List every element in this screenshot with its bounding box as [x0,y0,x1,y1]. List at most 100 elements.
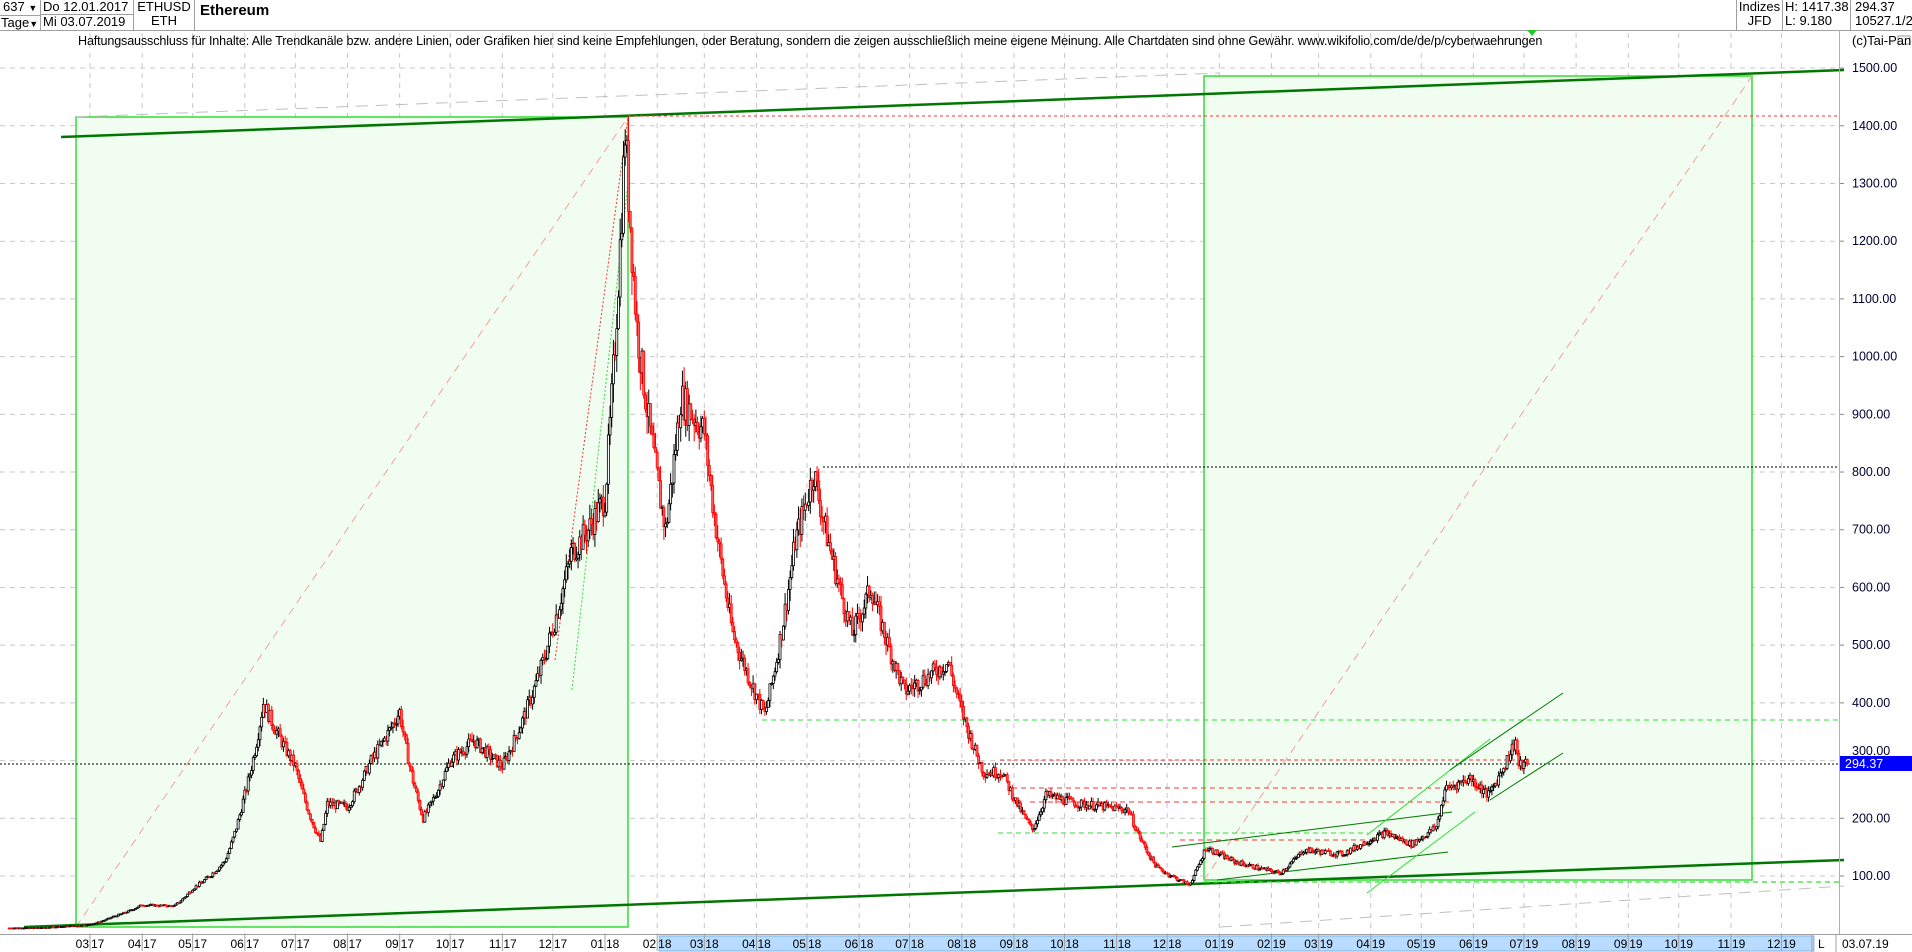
candle-body [994,767,997,778]
candle [716,525,720,552]
candle-body [426,804,430,813]
candle-body [709,475,713,486]
candle-body [1328,850,1332,856]
candle-body [850,616,854,636]
misc-value: 10527.1/2 [1855,13,1912,28]
candle [913,674,917,697]
candle-body [1167,872,1171,877]
candle [1201,856,1204,864]
candle [559,593,563,616]
y-tick-label: 1200.00 [1852,234,1897,248]
candle-body [352,790,356,803]
candle-body [1525,759,1529,765]
candle [553,628,556,637]
candle [1132,810,1135,829]
candle-body [1303,851,1307,854]
candle-body [282,741,285,748]
date-to[interactable]: Mi 03.07.2019 [41,14,133,29]
candle [514,734,518,742]
candle [1276,869,1280,874]
candle-body [1061,796,1065,804]
candle [632,263,636,282]
candle [1509,749,1512,764]
candle-body [1290,861,1294,865]
x-tick-label: 07 [895,937,909,951]
candle-body [718,541,721,545]
candle [435,792,439,799]
candle [492,754,496,759]
candle [852,629,856,643]
candle [229,839,233,850]
candle-body [224,858,228,863]
candle [667,499,671,524]
candle [1273,870,1277,875]
candle [241,795,245,813]
candle [706,432,710,482]
candle-body [1088,805,1092,810]
candle [233,830,237,839]
candle [352,788,356,805]
candle-body [192,888,196,891]
candle [781,625,785,641]
candle [1441,796,1445,808]
period-dropdown[interactable]: Tage▼ [0,15,40,31]
candle [820,505,824,533]
candle [840,577,844,600]
x-tick-label: 18 [658,937,672,951]
candle [761,699,765,710]
candle [746,662,750,686]
candle [410,765,413,773]
candle [1426,831,1430,839]
bar-count-dropdown[interactable]: 637 ▼ [0,0,40,15]
candle-body [223,861,227,864]
candle [428,801,432,809]
candle-body [302,788,306,795]
candle-body [134,908,137,911]
candle-body [480,747,484,753]
candle-body [1031,824,1034,831]
candle-body [517,732,521,740]
candle-body [405,734,408,744]
date-from[interactable]: Do 12.01.2017 [43,0,129,14]
candle [1328,849,1332,856]
candle [670,482,674,498]
candle [487,743,491,755]
candle [723,568,726,586]
candle-body [601,496,605,517]
candle [753,682,757,705]
candle [1317,848,1320,853]
candle [605,482,609,517]
candle-body [830,550,834,560]
candle [1359,844,1363,851]
candle-body [1037,814,1041,821]
candle-body [783,603,787,627]
candle-body [945,664,949,672]
candle [1153,861,1157,868]
candle [418,799,422,811]
candle-body [526,699,529,719]
candle [943,670,947,677]
bar-count: 637 [3,0,25,14]
candle [930,670,933,684]
x-tick-label: 18 [705,937,719,951]
candle [583,519,587,544]
candle-body [1042,799,1046,809]
candle-body [1093,808,1097,811]
candle-body [1113,805,1117,812]
candle [361,778,365,791]
candle [132,909,136,912]
candle [431,794,435,806]
candle [795,521,799,558]
y-axis: 100.00 200.00 300.00 400.00 500.00 600.00 700.… [1527,30,1912,934]
channel-line [1366,738,1491,836]
candle-body [1127,807,1130,813]
candle-body [1091,801,1095,811]
candle [1226,854,1230,860]
candle-body [581,524,585,550]
candle [608,405,612,445]
candle [416,788,420,804]
candle [768,683,772,708]
candle-body [803,503,807,511]
candle-body [930,670,933,679]
